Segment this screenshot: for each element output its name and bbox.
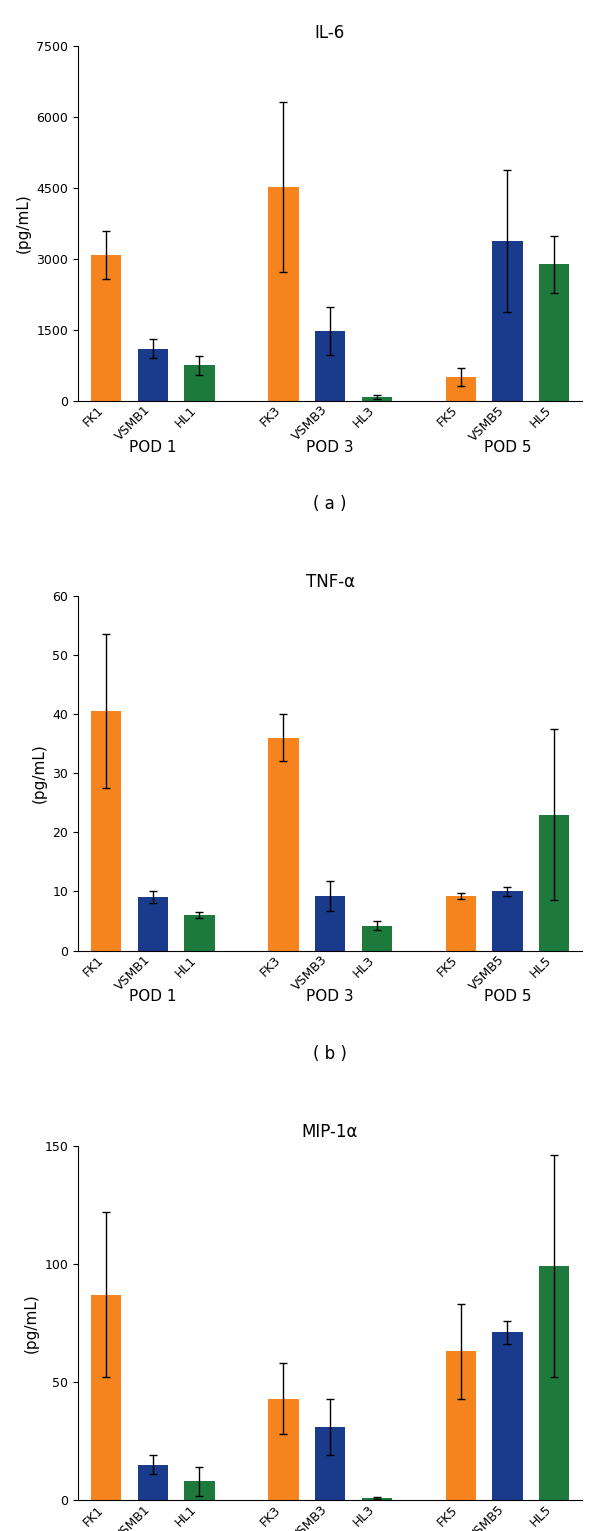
Title: TNF-α: TNF-α <box>305 574 355 591</box>
Text: POD 3: POD 3 <box>306 989 354 1004</box>
Bar <box>315 896 345 951</box>
Bar <box>492 891 523 951</box>
Text: ( a ): ( a ) <box>313 495 347 513</box>
Text: ( b ): ( b ) <box>313 1046 347 1063</box>
Bar <box>315 1427 345 1500</box>
Text: POD 5: POD 5 <box>484 989 531 1004</box>
Bar <box>492 1332 523 1500</box>
Bar <box>361 1497 392 1500</box>
Bar <box>137 349 168 401</box>
Y-axis label: (pg/mL): (pg/mL) <box>24 1294 39 1353</box>
Bar <box>445 377 476 401</box>
Text: POD 1: POD 1 <box>129 439 176 455</box>
Bar <box>91 1295 121 1500</box>
Bar <box>184 916 215 951</box>
Title: MIP-1α: MIP-1α <box>302 1124 358 1141</box>
Bar <box>539 814 569 951</box>
Bar <box>268 187 299 401</box>
Bar <box>91 710 121 951</box>
Bar <box>184 366 215 401</box>
Title: IL-6: IL-6 <box>315 23 345 41</box>
Bar <box>361 926 392 951</box>
Bar <box>492 240 523 401</box>
Bar <box>315 331 345 401</box>
Bar <box>539 265 569 401</box>
Bar <box>445 1352 476 1500</box>
Bar <box>137 897 168 951</box>
Bar <box>137 1465 168 1500</box>
Text: POD 3: POD 3 <box>306 439 354 455</box>
Bar <box>268 1399 299 1500</box>
Bar <box>539 1266 569 1500</box>
Bar <box>268 738 299 951</box>
Bar <box>91 256 121 401</box>
Y-axis label: (pg/mL): (pg/mL) <box>16 193 31 253</box>
Bar <box>445 896 476 951</box>
Text: POD 5: POD 5 <box>484 439 531 455</box>
Text: POD 1: POD 1 <box>129 989 176 1004</box>
Bar <box>184 1482 215 1500</box>
Y-axis label: (pg/mL): (pg/mL) <box>32 743 47 804</box>
Bar <box>361 397 392 401</box>
